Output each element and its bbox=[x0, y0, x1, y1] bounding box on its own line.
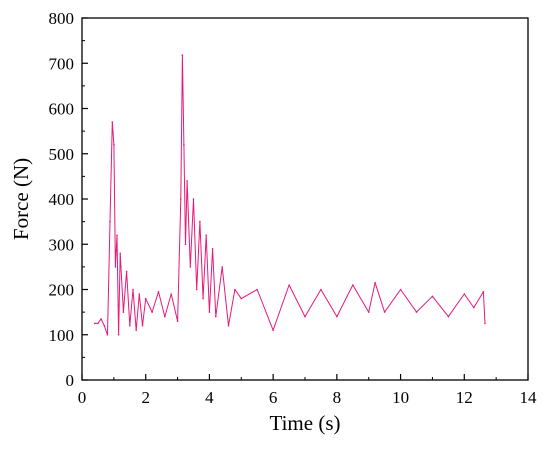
data-point bbox=[170, 293, 172, 295]
data-point bbox=[176, 320, 179, 323]
data-point bbox=[202, 297, 204, 300]
data-point bbox=[199, 220, 201, 223]
x-axis: 0 2 4 6 8 10 12 14 bbox=[78, 374, 537, 407]
data-point bbox=[180, 198, 182, 200]
data-point bbox=[183, 143, 185, 146]
series-group bbox=[93, 54, 486, 336]
y-tick-label: 600 bbox=[49, 100, 75, 119]
data-point bbox=[138, 293, 141, 295]
data-point bbox=[151, 311, 153, 313]
x-axis-title: Time (s) bbox=[270, 411, 341, 435]
y-tick-label: 100 bbox=[49, 326, 75, 345]
x-tick-label: 6 bbox=[269, 388, 278, 407]
data-point bbox=[205, 234, 207, 236]
x-tick-label: 4 bbox=[205, 388, 214, 407]
data-point bbox=[106, 334, 109, 336]
data-point bbox=[272, 329, 274, 332]
data-point bbox=[114, 266, 117, 268]
data-point bbox=[129, 324, 131, 327]
data-point bbox=[473, 306, 475, 309]
data-point bbox=[184, 243, 187, 246]
data-point bbox=[181, 54, 184, 56]
data-point bbox=[111, 121, 114, 123]
data-point bbox=[431, 295, 434, 298]
data-point bbox=[484, 322, 486, 325]
plot-frame bbox=[81, 17, 529, 381]
data-point bbox=[215, 315, 217, 318]
data-point bbox=[100, 318, 102, 320]
x-tick-label: 2 bbox=[141, 388, 150, 407]
data-point bbox=[208, 311, 211, 313]
data-point bbox=[119, 252, 121, 255]
x-tick-label: 0 bbox=[78, 388, 87, 407]
data-point bbox=[367, 311, 370, 313]
data-point bbox=[144, 297, 147, 300]
y-tick-label: 0 bbox=[66, 371, 75, 390]
x-tick-label: 14 bbox=[520, 388, 538, 407]
data-point bbox=[288, 284, 290, 286]
x-tick-label: 8 bbox=[333, 388, 342, 407]
data-point bbox=[164, 315, 166, 318]
data-point bbox=[125, 270, 128, 273]
y-tick-label: 800 bbox=[49, 9, 75, 28]
y-tick-label: 300 bbox=[49, 235, 75, 254]
data-point bbox=[135, 329, 137, 332]
data-point bbox=[192, 198, 195, 200]
y-tick-label: 700 bbox=[49, 54, 75, 73]
data-point bbox=[189, 266, 192, 268]
data-point bbox=[211, 248, 214, 250]
y-axis: 0 100 200 300 400 500 600 700 800 bbox=[49, 9, 88, 390]
data-point bbox=[336, 315, 338, 318]
data-point bbox=[195, 288, 198, 291]
data-point bbox=[383, 311, 386, 313]
data-point bbox=[234, 288, 236, 291]
x-tick-label: 12 bbox=[456, 388, 473, 407]
data-point bbox=[447, 315, 450, 318]
data-point bbox=[415, 311, 418, 313]
series-line bbox=[94, 54, 486, 336]
y-tick-label: 400 bbox=[49, 190, 75, 209]
data-point bbox=[109, 220, 111, 223]
data-point bbox=[482, 291, 485, 293]
data-point bbox=[399, 288, 402, 291]
data-point bbox=[103, 324, 106, 327]
data-point bbox=[352, 284, 354, 286]
data-point bbox=[117, 334, 120, 336]
data-point bbox=[113, 143, 115, 146]
data-point bbox=[463, 293, 466, 295]
y-axis-title: Force (N) bbox=[9, 158, 33, 240]
data-point bbox=[116, 234, 118, 236]
data-point bbox=[186, 180, 188, 182]
data-point bbox=[221, 266, 223, 268]
data-point bbox=[374, 281, 376, 284]
data-point bbox=[320, 288, 322, 291]
data-point bbox=[97, 322, 99, 325]
data-point bbox=[304, 315, 306, 318]
y-tick-label: 500 bbox=[49, 145, 75, 164]
data-point bbox=[227, 324, 230, 327]
data-point bbox=[240, 297, 243, 300]
data-point bbox=[122, 311, 125, 313]
data-point bbox=[157, 291, 160, 293]
data-point bbox=[256, 288, 259, 291]
y-tick-label: 200 bbox=[49, 281, 75, 300]
data-point bbox=[93, 322, 96, 325]
data-point bbox=[141, 324, 144, 327]
data-point bbox=[132, 288, 134, 291]
x-tick-label: 10 bbox=[392, 388, 409, 407]
